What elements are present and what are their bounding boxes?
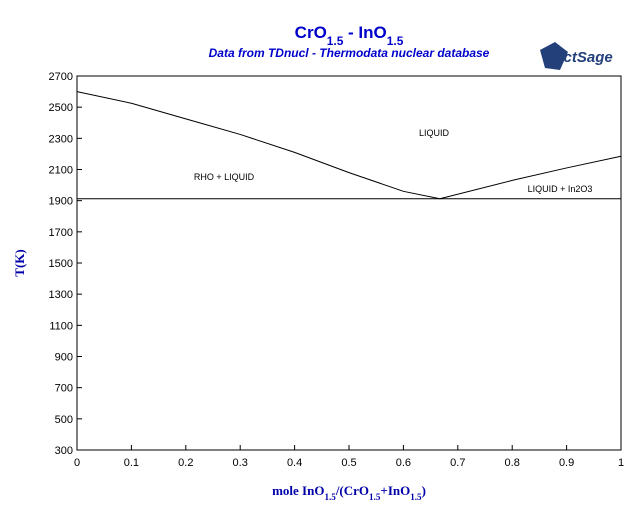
y-tick-label: 700 xyxy=(55,383,73,395)
text-part: /(CrO xyxy=(335,483,369,498)
x-tick-label: 0 xyxy=(74,457,80,469)
text-part: - InO xyxy=(343,23,386,42)
x-tick-label: 0.6 xyxy=(396,457,411,469)
chart-title: CrO1.5 - InO1.5 xyxy=(295,23,404,48)
x-tick-label: 0.8 xyxy=(505,457,520,469)
text-part: 1.5 xyxy=(327,34,344,48)
text-part: CrO xyxy=(295,23,327,42)
plot-frame xyxy=(76,75,622,451)
x-tick-label: 0.5 xyxy=(341,457,356,469)
x-tick-label: 0.9 xyxy=(559,457,574,469)
x-tick-label: 0.7 xyxy=(450,457,465,469)
region-label: LIQUID xyxy=(419,128,450,138)
x-tick-label: 0.2 xyxy=(178,457,193,469)
x-tick-label: 1 xyxy=(618,457,624,469)
y-axis-label: T(K) xyxy=(12,249,27,276)
y-tick-label: 500 xyxy=(55,414,73,426)
logo-mark xyxy=(540,42,568,70)
region-label: LIQUID + In2O3 xyxy=(528,184,593,194)
y-tick-label: 2100 xyxy=(49,165,73,177)
y-tick-label: 1900 xyxy=(49,196,73,208)
y-tick-label: 1700 xyxy=(49,227,73,239)
phase-boundary xyxy=(76,91,440,200)
x-tick-label: 0.3 xyxy=(233,457,248,469)
y-tick-label: 1300 xyxy=(49,289,73,301)
x-axis-label: mole InO1.5/(CrO1.5+InO1.5) xyxy=(272,483,426,502)
y-tick-label: 1100 xyxy=(49,320,73,332)
phase-boundary xyxy=(439,155,622,200)
y-tick-label: 2700 xyxy=(49,71,73,83)
x-tick-label: 0.4 xyxy=(287,457,302,469)
logo: FactSage xyxy=(540,42,613,70)
text-part: mole InO xyxy=(272,483,324,498)
chart-subtitle: Data from TDnucl - Thermodata nuclear da… xyxy=(209,46,490,60)
y-tick-label: 2300 xyxy=(49,133,73,145)
y-tick-label: 300 xyxy=(55,445,73,457)
text-part: 1.5 xyxy=(369,492,381,502)
text-part: 1.5 xyxy=(410,492,422,502)
x-tick-label: 0.1 xyxy=(124,457,139,469)
region-label: RHO + LIQUID xyxy=(194,172,255,182)
text-part: +InO xyxy=(380,483,410,498)
y-tick-label: 2500 xyxy=(49,102,73,114)
y-tick-label: 900 xyxy=(55,352,73,364)
text-part: 1.5 xyxy=(324,492,336,502)
text-part: 1.5 xyxy=(387,34,404,48)
y-tick-label: 1500 xyxy=(49,258,73,270)
logo-text: FactSage xyxy=(546,49,613,66)
text-part: ) xyxy=(422,483,426,498)
